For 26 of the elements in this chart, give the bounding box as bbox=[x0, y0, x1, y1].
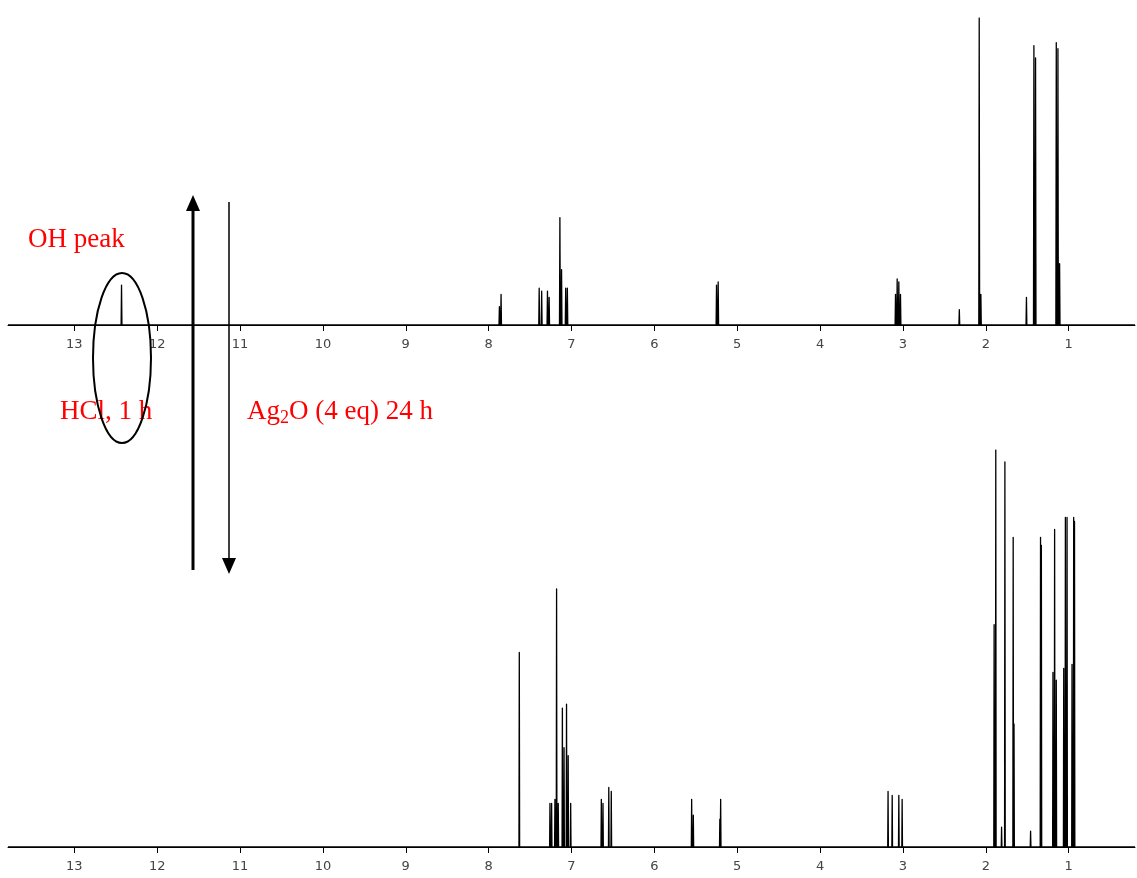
x-tick-label: 6 bbox=[650, 858, 659, 873]
x-tick-label: 8 bbox=[484, 336, 493, 351]
x-tick-label: 8 bbox=[484, 858, 493, 873]
x-tick-label: 11 bbox=[231, 858, 249, 873]
x-tick-label: 2 bbox=[981, 336, 990, 351]
x-tick-label: 7 bbox=[567, 336, 576, 351]
x-tick-label: 12 bbox=[148, 858, 166, 873]
x-tick-label: 6 bbox=[650, 336, 659, 351]
x-tick-label: 9 bbox=[401, 336, 410, 351]
x-tick-label: 9 bbox=[401, 858, 410, 873]
x-tick-label: 4 bbox=[815, 858, 825, 873]
x-tick-label: 13 bbox=[66, 858, 83, 873]
x-tick-label: 7 bbox=[567, 858, 576, 873]
x-tick-label: 10 bbox=[314, 336, 332, 351]
annotation: OH peak bbox=[28, 222, 126, 253]
x-tick-label: 4 bbox=[815, 336, 825, 351]
x-tick-label: 2 bbox=[981, 858, 990, 873]
x-tick-label: 11 bbox=[231, 336, 249, 351]
x-tick-label: 3 bbox=[898, 858, 908, 873]
x-tick-label: 1 bbox=[1064, 336, 1073, 351]
x-tick-label: 5 bbox=[733, 336, 742, 351]
x-tick-label: 3 bbox=[898, 336, 908, 351]
x-tick-label: 5 bbox=[733, 858, 742, 873]
x-tick-label: 1 bbox=[1064, 858, 1073, 873]
x-tick-label: 13 bbox=[66, 336, 83, 351]
x-tick-label: 10 bbox=[314, 858, 332, 873]
